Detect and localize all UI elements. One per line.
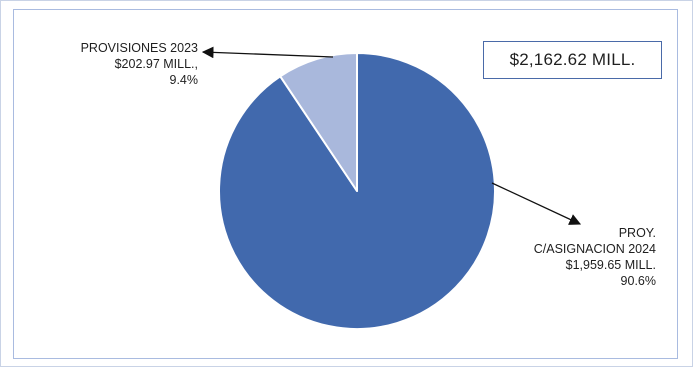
proy-label-line: PROY. [618,226,656,240]
proy-data-label: PROY. C/ASIGNACION 2024 $1,959.65 MILL. … [534,225,656,289]
provisiones-data-label: PROVISIONES 2023 $202.97 MILL., 9.4% [81,40,198,88]
provisiones-label-line: 9.4% [169,73,199,87]
proy-label-line: 90.6% [620,274,656,288]
total-value-label: $2,162.62 MILL. [509,50,636,69]
proy-leader-line [491,182,582,225]
provisiones-label-line: $202.97 MILL., [114,57,198,71]
provisiones-label-line: PROVISIONES 2023 [80,41,198,55]
chart-area-border [13,9,678,359]
proy-label-line: $1,959.65 MILL. [565,258,656,272]
proy-label-line: C/ASIGNACION 2024 [533,242,656,256]
provisiones-leader-line [201,46,334,59]
pie-slices [218,52,496,330]
total-value-box: $2,162.62 MILL. [483,41,662,79]
pie-slice-provisiones [279,52,358,192]
